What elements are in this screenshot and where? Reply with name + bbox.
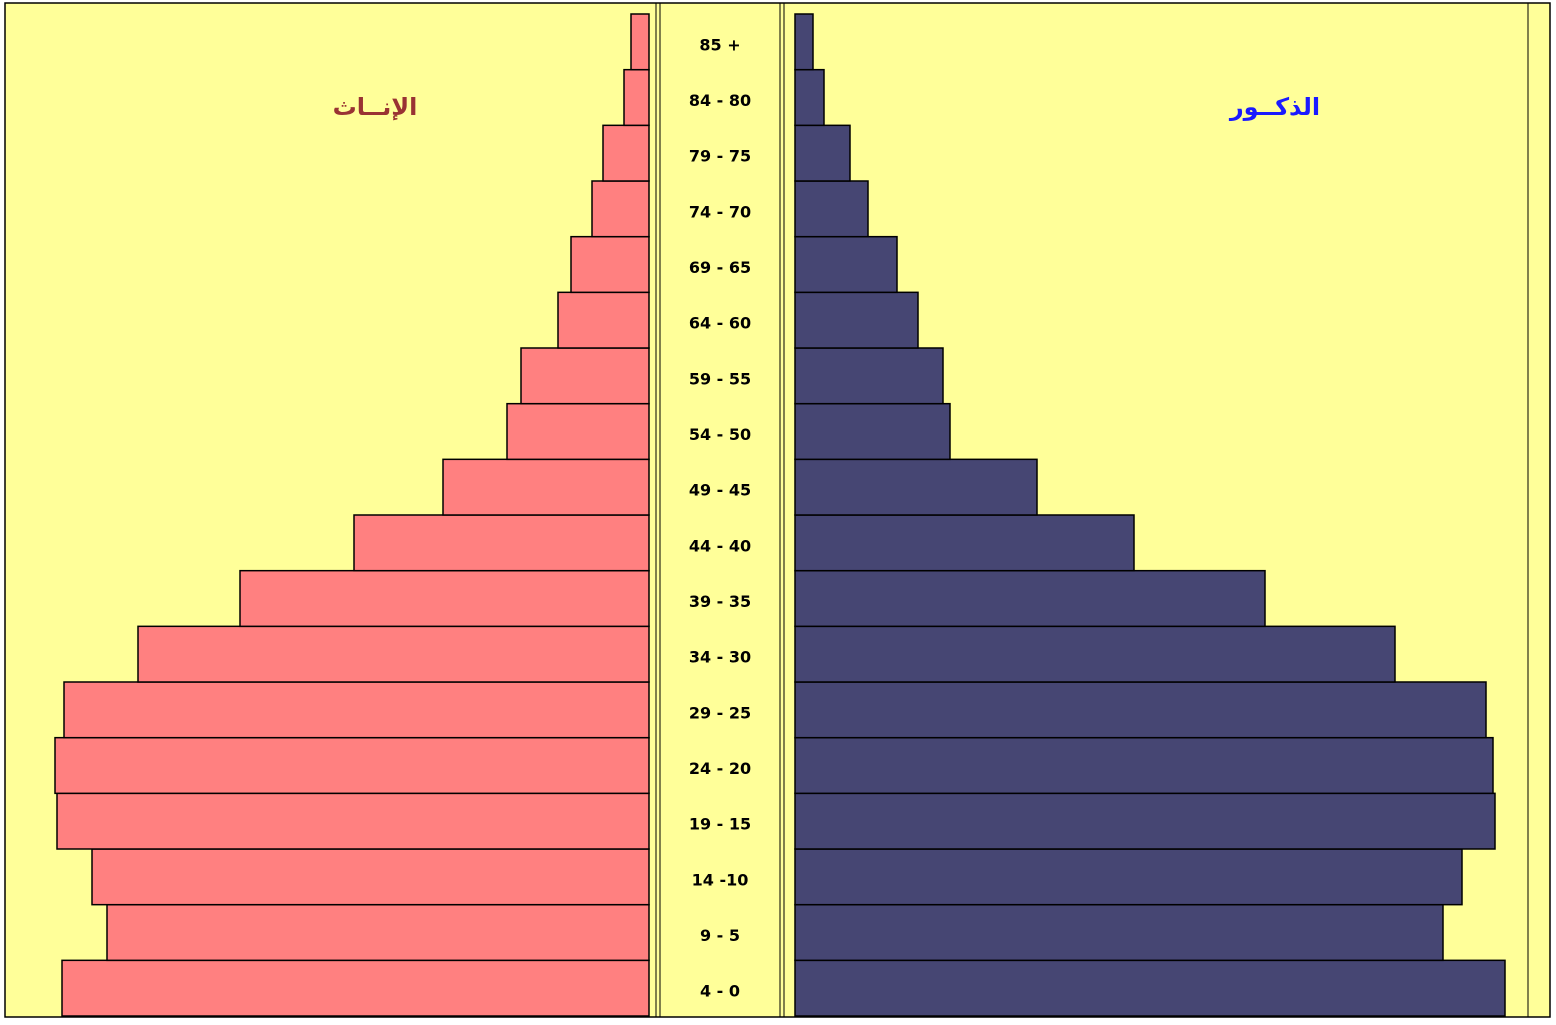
female-bar (442, 458, 650, 516)
male-bar (794, 625, 1396, 683)
male-bar (794, 68, 825, 127)
female-bar (91, 848, 650, 906)
age-label: 54 - 50 (689, 425, 751, 444)
male-bar (794, 569, 1266, 628)
male-bar (794, 347, 944, 405)
female-bar (623, 68, 650, 127)
male-bar (794, 792, 1496, 850)
female-bar (520, 347, 650, 405)
age-label: 4 - 0 (700, 982, 740, 1001)
male-bar (794, 235, 898, 294)
male-bar (794, 124, 851, 182)
age-label: 44 - 40 (689, 536, 751, 555)
age-label: 74 - 70 (689, 202, 751, 221)
male-bar (794, 13, 814, 71)
female-bar (56, 792, 650, 850)
female-bar (61, 959, 650, 1017)
male-bar (794, 458, 1038, 516)
female-bar (239, 569, 650, 628)
age-label: 9 - 5 (700, 926, 740, 945)
female-bar (591, 180, 650, 238)
female-bar (137, 625, 650, 683)
age-label: 24 - 20 (689, 759, 751, 778)
female-bar (570, 235, 650, 294)
age-label: 29 - 25 (689, 703, 751, 722)
female-bar (630, 13, 650, 71)
male-bar (794, 736, 1494, 795)
age-label: 85 + (699, 35, 740, 54)
female-bar (353, 514, 650, 572)
age-label: 19 - 15 (689, 815, 751, 834)
age-label: 79 - 75 (689, 147, 751, 166)
female-bar (63, 681, 650, 739)
age-label: 39 - 35 (689, 592, 751, 611)
age-label: 64 - 60 (689, 314, 751, 333)
male-title: الذكــور (1229, 93, 1320, 121)
age-label: 69 - 65 (689, 258, 751, 277)
male-bar (794, 402, 951, 461)
age-label: 59 - 55 (689, 369, 751, 388)
male-bar (794, 903, 1444, 962)
age-label: 14 -10 (692, 870, 749, 889)
female-bar (54, 736, 650, 795)
male-bar (794, 959, 1506, 1017)
female-bar (506, 402, 650, 461)
female-bar (557, 291, 650, 349)
age-label: 49 - 45 (689, 481, 751, 500)
female-title: الإنــاث (333, 93, 418, 121)
female-bar (602, 124, 650, 182)
male-bar (794, 180, 869, 238)
age-label: 34 - 30 (689, 648, 751, 667)
male-bar (794, 514, 1135, 572)
female-bar (106, 903, 650, 962)
male-bar (794, 681, 1487, 739)
age-label: 84 - 80 (689, 91, 751, 110)
male-bar (794, 848, 1463, 906)
male-bar (794, 291, 919, 349)
